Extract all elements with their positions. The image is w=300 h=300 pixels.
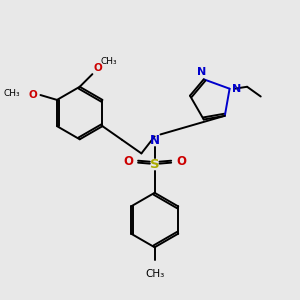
Text: CH₃: CH₃ (145, 269, 164, 279)
Text: O: O (123, 155, 134, 168)
Text: O: O (93, 63, 102, 73)
Text: N: N (197, 68, 206, 77)
Text: N: N (150, 134, 160, 147)
Text: S: S (150, 158, 160, 171)
Text: N: N (232, 84, 241, 94)
Text: O: O (176, 155, 186, 168)
Text: CH₃: CH₃ (3, 88, 20, 98)
Text: O: O (29, 90, 38, 100)
Text: CH₃: CH₃ (100, 57, 117, 66)
